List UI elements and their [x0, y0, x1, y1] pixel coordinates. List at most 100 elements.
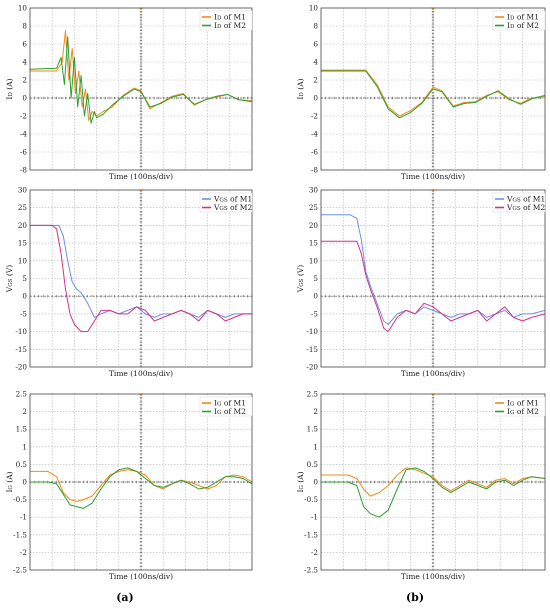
y-tick-label: 0	[313, 478, 318, 487]
y-tick-label: -2	[20, 548, 27, 557]
y-tick-label: -5	[311, 309, 318, 318]
y-tick-label: -10	[306, 327, 318, 336]
y-axis-label: VGS (V)	[5, 265, 14, 293]
chart-b-id: 10 8 6 4 2 0 -2 -4 -6 -8 Time (100ns/div) ID (A) ID …	[296, 4, 546, 181]
y-tick-label: 8	[313, 22, 318, 31]
y-tick-label: -5	[20, 309, 27, 318]
chart-a-ig: 2.5 2 1.5 1 0.5 0 -0.5 -1 -1.5 -2 -2.5 Time (100ns/…	[5, 390, 253, 581]
y-tick-label: -15	[15, 345, 27, 354]
x-axis-label: Time (100ns/div)	[109, 572, 173, 581]
legend-box	[492, 396, 546, 417]
y-tick-label: 15	[18, 239, 28, 248]
legend-entry-1: ID of M1	[507, 13, 539, 22]
y-tick-label: 8	[22, 22, 27, 31]
y-tick-label: 0	[313, 94, 318, 103]
y-tick-label: 6	[22, 40, 27, 49]
y-tick-label: 1.5	[16, 425, 28, 434]
y-tick-label: -1.5	[304, 530, 318, 539]
y-tick-label: -4	[311, 130, 318, 139]
y-tick-label: 0.5	[16, 460, 28, 469]
y-tick-label: -2	[20, 112, 27, 121]
x-axis-label: Time (100ns/div)	[401, 172, 465, 181]
y-tick-label: -15	[306, 345, 318, 354]
y-tick-label: 1	[313, 442, 318, 451]
y-tick-label: 2.5	[16, 390, 28, 399]
caption-b: (b)	[406, 591, 424, 604]
y-tick-label: 2.5	[307, 390, 319, 399]
x-axis-label: Time (100ns/div)	[401, 369, 465, 378]
y-axis-label: ID (A)	[5, 78, 14, 99]
y-tick-label: 2	[313, 407, 318, 416]
legend-box	[199, 10, 253, 31]
y-axis-label: IG (A)	[296, 471, 305, 492]
y-tick-label: -1.5	[13, 530, 27, 539]
series-line-2	[321, 70, 546, 119]
y-axis-label: VGS (V)	[296, 265, 305, 293]
y-tick-label: 0	[22, 94, 27, 103]
legend-box	[492, 192, 546, 213]
y-tick-label: -1	[20, 513, 27, 522]
plot-frame	[320, 189, 546, 368]
legend-box	[199, 192, 253, 213]
x-axis-label: Time (100ns/div)	[109, 172, 173, 181]
legend-entry-1: IG of M1	[507, 399, 539, 408]
chart-a-id: 10 8 6 4 2 0 -2 -4 -6 -8 Time (100ns/div) ID (A) ID …	[5, 4, 253, 181]
y-tick-label: -0.5	[13, 495, 27, 504]
legend-entry-2: ID of M2	[507, 21, 539, 30]
x-axis-label: Time (100ns/div)	[109, 369, 173, 378]
y-tick-label: 0	[22, 478, 27, 487]
series-line-1	[30, 469, 253, 502]
caption-a: (a)	[116, 591, 134, 604]
legend-entry-2: ID of M2	[214, 21, 246, 30]
series-line-2	[321, 240, 546, 333]
y-tick-label: 1.5	[307, 425, 319, 434]
legend-entry-1: VGS of M1	[506, 195, 545, 204]
y-tick-label: -6	[20, 148, 27, 157]
legend-box	[492, 10, 546, 31]
y-tick-label: -2.5	[13, 566, 27, 575]
y-tick-label: 20	[309, 221, 319, 230]
y-tick-label: -8	[20, 166, 27, 175]
y-tick-label: -0.5	[304, 495, 318, 504]
y-tick-label: 6	[313, 40, 318, 49]
y-tick-label: 2	[313, 76, 318, 85]
y-tick-label: -2	[311, 548, 318, 557]
y-tick-label: 0	[22, 292, 27, 301]
y-tick-label: 30	[309, 186, 319, 195]
y-tick-label: -8	[311, 166, 318, 175]
plot-frame	[29, 393, 253, 571]
plot-frame	[320, 7, 546, 171]
y-tick-label: 20	[18, 221, 28, 230]
y-tick-label: -10	[15, 327, 27, 336]
series-line-2	[30, 224, 252, 333]
y-tick-label: 5	[22, 274, 27, 283]
y-tick-label: -2.5	[304, 566, 318, 575]
legend-box	[199, 396, 253, 417]
series-line-1	[321, 214, 546, 325]
plot-frame	[29, 189, 253, 368]
y-tick-label: 10	[18, 4, 28, 13]
y-tick-label: 10	[309, 4, 319, 13]
plot-frame	[320, 393, 546, 571]
chart-b-ig: 2.5 2 1.5 1 0.5 0 -0.5 -1 -1.5 -2 -2.5 Time (100ns/…	[296, 390, 546, 581]
y-tick-label: 1	[22, 442, 27, 451]
chart-a-vgs: 30 25 20 15 10 5 0 -5 -10 -15 -20 Time (100ns/div) V…	[5, 186, 252, 379]
series-line-1	[321, 467, 546, 497]
x-axis-label: Time (100ns/div)	[401, 572, 465, 581]
y-tick-label: -6	[311, 148, 318, 157]
y-axis-label: IG (A)	[5, 471, 14, 492]
y-tick-label: 5	[313, 274, 318, 283]
y-tick-label: 30	[18, 186, 28, 195]
y-tick-label: 10	[309, 256, 319, 265]
legend-entry-2: VGS of M2	[213, 203, 252, 212]
series-line-2	[30, 467, 253, 509]
y-tick-label: -20	[306, 363, 318, 372]
y-tick-label: 10	[18, 256, 28, 265]
y-tick-label: 25	[309, 203, 319, 212]
chart-b-vgs: 30 25 20 15 10 5 0 -5 -10 -15 -20 Time (100ns/div) V…	[296, 186, 545, 379]
legend-entry-2: IG of M2	[507, 407, 539, 416]
y-tick-label: 0	[313, 292, 318, 301]
legend-entry-1: VGS of M1	[213, 195, 252, 204]
